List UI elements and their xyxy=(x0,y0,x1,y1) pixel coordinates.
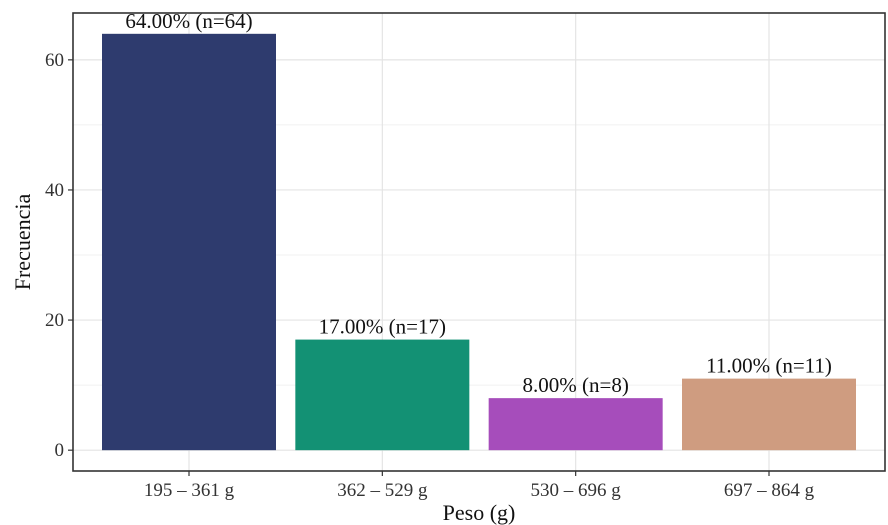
y-axis-title: Frecuencia xyxy=(10,194,35,291)
y-tick-label: 40 xyxy=(45,180,64,201)
x-tick-label: 195 – 361 g xyxy=(144,480,235,501)
bars: 64.00% (n=64)17.00% (n=17)8.00% (n=8)11.… xyxy=(102,9,856,451)
bar xyxy=(102,33,276,451)
bar xyxy=(682,378,856,451)
y-axis: 0 20 40 60 xyxy=(45,50,73,461)
bar xyxy=(488,398,663,451)
x-tick-label: 362 – 529 g xyxy=(337,480,428,501)
y-tick-label: 60 xyxy=(45,50,64,71)
bar-data-label: 17.00% (n=17) xyxy=(319,315,446,339)
x-axis: 195 – 361 g 362 – 529 g 530 – 696 g 697 – 8… xyxy=(144,471,815,501)
bar-data-label: 8.00% (n=8) xyxy=(523,373,629,397)
x-tick-label: 530 – 696 g xyxy=(531,480,622,501)
x-axis-title: Peso (g) xyxy=(443,500,516,525)
y-tick-label: 0 xyxy=(55,440,65,461)
y-tick-label: 20 xyxy=(45,310,64,331)
bar xyxy=(295,339,470,451)
plot-panel-border xyxy=(72,12,886,472)
bar-data-label: 11.00% (n=11) xyxy=(706,354,832,378)
x-tick-label: 697 – 864 g xyxy=(724,480,815,501)
